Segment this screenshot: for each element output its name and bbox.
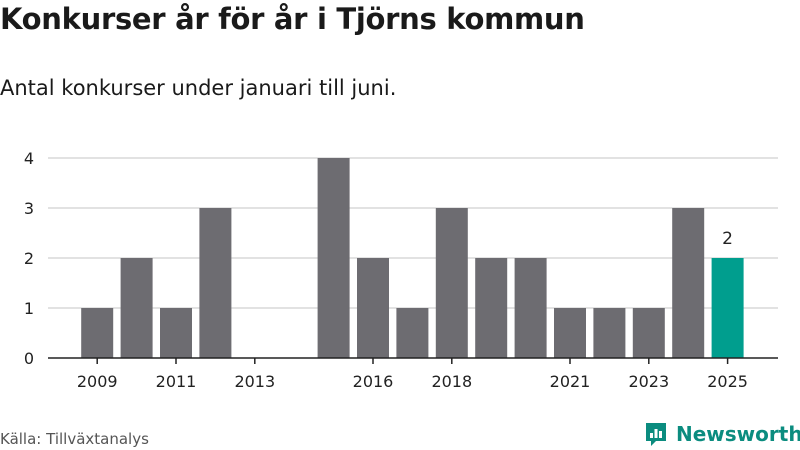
- newsworthy-logo-text: Newsworthy: [676, 422, 800, 446]
- x-tick-label: 2011: [156, 372, 197, 391]
- y-tick-label: 4: [24, 149, 34, 168]
- chart-subtitle: Antal konkurser under januari till juni.: [0, 76, 397, 100]
- x-tick-label: 2021: [550, 372, 591, 391]
- bar-2015: [317, 158, 350, 358]
- x-tick-label: 2009: [77, 372, 118, 391]
- chart-title: Konkurser år för år i Tjörns kommun: [0, 2, 585, 36]
- newsworthy-logo-icon: [646, 423, 666, 446]
- bar-2009: [81, 308, 114, 358]
- y-tick-label: 2: [24, 249, 34, 268]
- bar-2011: [160, 308, 192, 358]
- source-note: Källa: Tillväxtanalys: [0, 430, 149, 448]
- y-tick-label: 3: [24, 199, 34, 218]
- x-tick-label: 2013: [234, 372, 275, 391]
- bar-2018: [435, 208, 468, 358]
- newsworthy-logo: Newsworthy: [644, 421, 800, 447]
- x-tick-label: 2016: [353, 372, 394, 391]
- bar-2017: [396, 308, 429, 358]
- data-label: 2: [722, 229, 733, 249]
- x-tick-label: 2018: [431, 372, 472, 391]
- bar-2022: [593, 308, 626, 358]
- bar-2023: [632, 308, 665, 358]
- y-tick-label: 1: [24, 299, 34, 318]
- y-tick-label: 0: [24, 349, 34, 368]
- bar-2016: [357, 258, 389, 358]
- bar-2020: [514, 258, 547, 358]
- x-tick-label: 2023: [628, 372, 669, 391]
- bar-2012: [199, 208, 232, 358]
- bar-chart: 0 1 2 3 4 2 2009 2011 2013 2016 2018 2021 2023 2025: [24, 149, 778, 391]
- bar-2021: [554, 308, 586, 358]
- bar-2019: [475, 258, 508, 358]
- bar-2024: [672, 208, 705, 358]
- x-tick-label: 2025: [707, 372, 748, 391]
- bar-2025: [711, 258, 744, 358]
- bar-2010: [120, 258, 153, 358]
